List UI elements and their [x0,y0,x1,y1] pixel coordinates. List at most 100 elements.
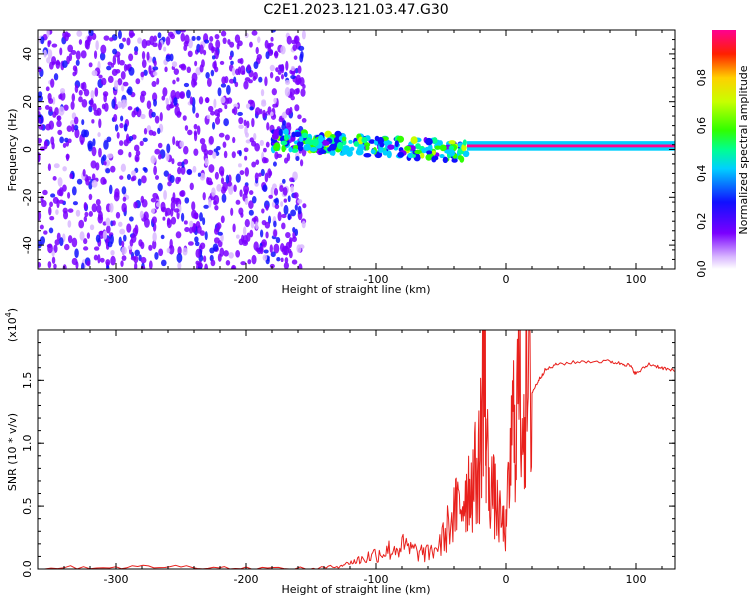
spectrogram-cell [89,98,94,108]
spectrogram-cell [45,86,50,92]
spectrogram-cell [62,166,67,172]
spectrogram-cell [236,42,240,50]
spectrogram-cell [46,243,53,248]
spectrogram-cell [51,56,57,65]
spectrogram-cell [112,220,116,226]
spectrogram-cell [58,187,64,197]
spectrogram-cell [173,68,180,75]
spectrogram-cell [253,132,257,141]
spectrogram-cell [304,138,310,145]
colorbar: 0.0 0.2 0.4 0.6 0.8 Normalized spectral ampl… [695,30,750,278]
spectrogram-cell [280,140,288,146]
spectrogram-cell [157,32,162,39]
spectrogram-cell [141,175,147,184]
spectrogram-cell [43,49,47,58]
spectrogram-cell [95,198,101,206]
spectrogram-cell [251,217,257,222]
spectrogram-cell [115,211,121,219]
spectrogram-cell [194,236,199,243]
spectrogram-cell [65,153,70,162]
spectrogram-cell [92,138,96,147]
spectrogram-cell [179,140,185,148]
spectrogram-cell [134,224,139,235]
spectrogram-cell [224,134,230,141]
spectrogram-cell [184,197,190,204]
spectrogram-cell [166,143,171,154]
spectrogram-cell [270,186,274,197]
spectrogram-cell [271,132,279,140]
spectrogram-cell [224,104,228,110]
spectrogram-cell [162,87,168,97]
spectrogram-cell [83,238,88,245]
spectrogram-cell [97,132,101,138]
spectrogram-cell [153,98,157,107]
spectrogram-cell [268,170,273,177]
spectrogram-cell [203,49,207,56]
spectrogram-cell [169,238,173,249]
spectrogram-cell [263,249,269,254]
spectrogram-cell [448,140,456,145]
spectrogram-cell [123,123,128,132]
spectrogram-cell [184,125,189,131]
spectrogram-cell [420,152,425,159]
spectrogram-cell [133,255,139,264]
spectrogram-cell [55,59,61,70]
spectrogram-cell [284,86,291,97]
spectrogram-cell [75,50,81,60]
spectrogram-cell [81,129,87,138]
spectrogram-cell [238,150,242,157]
spectrogram-cell [225,174,230,184]
spectrogram-cell [293,131,302,138]
spectrogram-cell [123,234,127,242]
spectrogram-cell [137,37,142,44]
spectrogram-cell [164,66,168,73]
figure-title: C2E1.2023.121.03.47.G30 [263,2,448,18]
spectrogram-xtick-label: 100 [626,273,647,286]
spectrogram-cell [214,66,219,73]
spectrogram-cell [284,157,289,164]
spectrogram-cell [93,246,100,251]
spectrogram-cell [293,88,300,95]
spectrogram-cell [196,225,202,234]
colorbar-tick-label: 0.8 [695,69,708,87]
spectrogram-cell [269,244,273,253]
spectrogram-cell [152,232,157,242]
spectrogram-xtick-label: 0 [503,273,510,286]
spectrogram-cell [119,175,124,180]
spectrogram-cell [162,216,166,221]
spectrogram-cell [217,253,222,262]
spectrogram-cell [121,186,127,195]
spectrogram-cell [280,201,284,207]
spectrogram-image [38,30,675,269]
spectrogram-cell [105,217,111,227]
spectrogram-cell [212,121,216,130]
spectrogram-cell [229,55,233,61]
spectrogram-cell [141,39,148,49]
spectrogram-cell [141,51,146,60]
spectrogram-cell [283,128,289,136]
spectrogram-cell [141,199,148,208]
spectrogram-cell [257,36,261,43]
spectrogram-cell [199,64,204,73]
spectrogram-cell [218,132,225,138]
spectrogram-cell [273,243,280,254]
spectrogram-cell [262,184,268,192]
spectrogram-cell [199,242,206,250]
spectrogram-cell [93,50,98,60]
spectrogram-cell [114,80,119,90]
spectrogram-cell [72,71,77,77]
spectrogram-cell [114,124,119,132]
spectrogram-cell [65,32,71,38]
spectrogram-cell [88,211,93,217]
spectrogram-cell [221,193,227,203]
spectrogram-xtick-label: -200 [234,273,259,286]
spectrogram-cell [149,35,155,46]
spectrogram-cell [220,83,227,88]
spectrogram-cell [204,97,210,103]
spectrogram-cell [238,207,244,215]
spectrogram-cell [103,93,108,103]
spectrogram-cell [214,171,219,180]
spectrogram-cell [204,231,208,241]
spectrogram-cell [67,208,74,213]
spectrogram-cell [247,99,254,105]
